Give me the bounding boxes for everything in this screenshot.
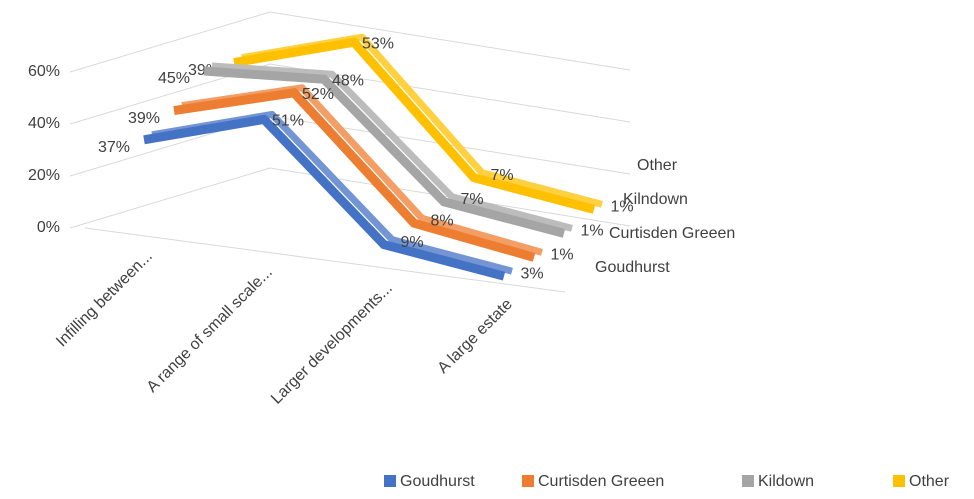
data-label: 3% bbox=[520, 265, 543, 282]
depth-label: Other bbox=[637, 157, 678, 174]
y-tick-label: 60% bbox=[28, 63, 60, 80]
data-label: 8% bbox=[430, 212, 453, 229]
data-label: 1% bbox=[550, 247, 573, 264]
data-label: 45% bbox=[158, 70, 190, 87]
y-tick-label: 40% bbox=[28, 115, 60, 132]
legend-label: Curtisden Greeen bbox=[538, 473, 664, 490]
legend-swatch bbox=[522, 475, 534, 487]
data-label: 7% bbox=[490, 167, 513, 184]
y-tick-label: 20% bbox=[28, 167, 60, 184]
grid-line bbox=[69, 11, 631, 73]
legend-label: Goudhurst bbox=[400, 473, 475, 490]
grid-line bbox=[69, 167, 631, 229]
depth-label: Curtisden Greeen bbox=[609, 225, 735, 242]
x-tick-label: Infilling between... bbox=[53, 248, 156, 351]
series-line bbox=[233, 37, 596, 214]
data-label: 48% bbox=[332, 72, 364, 89]
y-tick-label: 0% bbox=[37, 219, 60, 236]
legend-label: Kildown bbox=[758, 473, 814, 490]
data-label: 9% bbox=[400, 234, 423, 251]
series-ribbon-top bbox=[211, 62, 573, 232]
depth-label: Goudhurst bbox=[595, 259, 670, 276]
data-label: 39% bbox=[128, 110, 160, 127]
x-tick-label: A large estate bbox=[435, 296, 516, 377]
floor-edge bbox=[84, 227, 566, 293]
data-label: 37% bbox=[98, 139, 130, 156]
legend-swatch bbox=[893, 475, 905, 487]
data-label: 52% bbox=[302, 86, 334, 103]
series-line bbox=[173, 87, 536, 262]
legend-label: Other bbox=[909, 473, 950, 490]
data-label: 51% bbox=[272, 113, 304, 130]
data-label: 53% bbox=[362, 35, 394, 52]
data-label: 1% bbox=[610, 199, 633, 216]
x-tick-label: Larger developments... bbox=[268, 280, 396, 408]
x-tick-label: A range of small scale... bbox=[144, 264, 276, 396]
series-line bbox=[143, 114, 506, 281]
grid-line bbox=[69, 63, 631, 125]
legend-swatch bbox=[384, 475, 396, 487]
data-label: 1% bbox=[580, 223, 603, 240]
depth-label: Kilndown bbox=[623, 191, 688, 208]
legend-swatch bbox=[742, 475, 754, 487]
data-label: 7% bbox=[460, 191, 483, 208]
series-line bbox=[203, 66, 566, 238]
